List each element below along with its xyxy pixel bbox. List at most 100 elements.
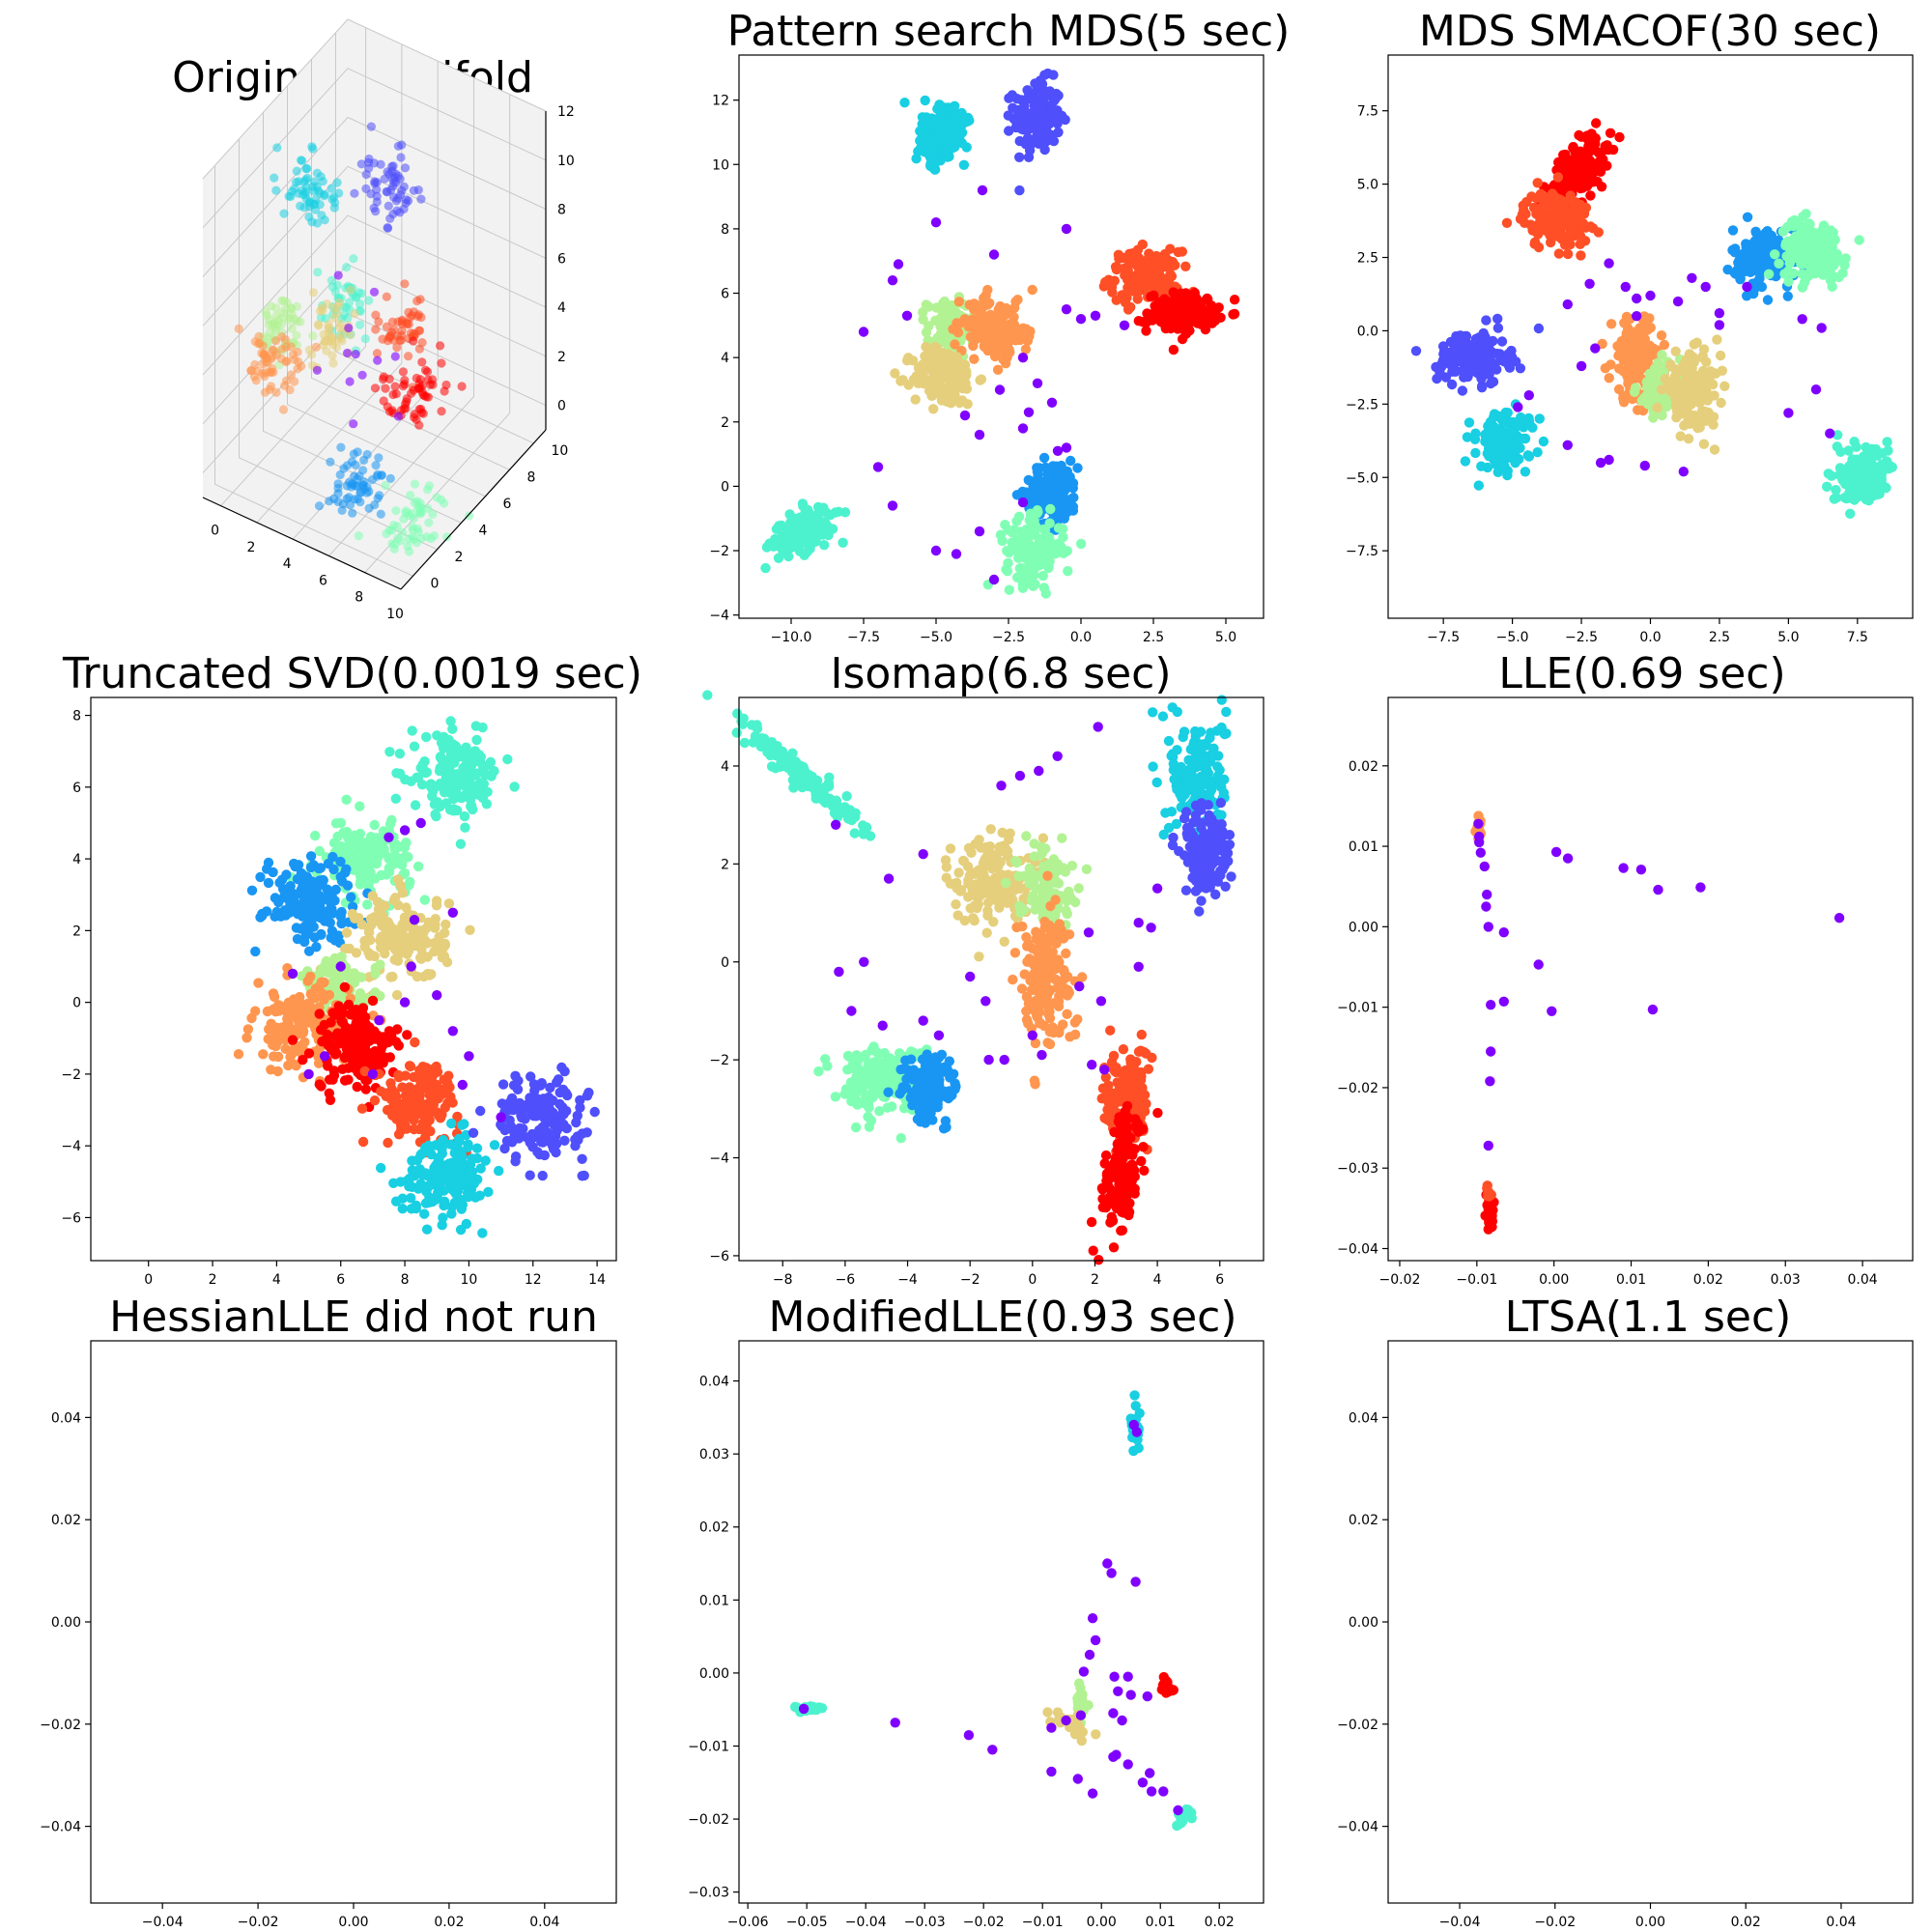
- y-tick-label: 4: [721, 351, 729, 366]
- data-point: [355, 288, 364, 298]
- data-point: [950, 339, 960, 350]
- data-point: [355, 471, 364, 481]
- data-point: [1007, 90, 1018, 100]
- data-point: [414, 326, 425, 335]
- data-point: [913, 377, 924, 387]
- data-point: [961, 142, 972, 153]
- data-point: [403, 541, 412, 552]
- data-point: [296, 1040, 307, 1051]
- data-point: [410, 1037, 420, 1048]
- data-point: [370, 962, 381, 974]
- data-point: [1605, 128, 1616, 138]
- data-point: [1854, 235, 1864, 245]
- data-point: [390, 352, 400, 361]
- data-point: [1007, 527, 1018, 538]
- data-point: [436, 341, 445, 351]
- data-point: [1562, 440, 1574, 450]
- data-point: [1630, 383, 1641, 393]
- data-point: [1849, 437, 1860, 447]
- data-point: [271, 336, 281, 346]
- data-point: [280, 910, 291, 921]
- data-point: [1152, 258, 1163, 269]
- data-point: [1709, 444, 1720, 455]
- data-point: [1774, 258, 1784, 269]
- data-point: [332, 178, 342, 187]
- data-point: [929, 341, 941, 353]
- data-point: [1552, 172, 1564, 183]
- data-point: [346, 840, 356, 851]
- data-point: [1034, 138, 1044, 149]
- data-point: [1762, 295, 1774, 305]
- data-point: [316, 1024, 327, 1036]
- data-point: [431, 1061, 441, 1072]
- data-point: [1492, 323, 1504, 333]
- data-point: [396, 153, 406, 162]
- data-point: [440, 1102, 450, 1113]
- data-point: [1040, 588, 1052, 599]
- data-point: [1564, 172, 1575, 183]
- data-point: [1511, 455, 1521, 466]
- subplot-pattern-search-mds: Pattern search MDS(5 sec) −10.0 −7.5 −5.0−…: [709, 7, 1290, 645]
- data-point: [360, 1084, 371, 1094]
- subplot-title: Pattern search MDS(5 sec): [727, 7, 1291, 56]
- data-point: [366, 854, 377, 865]
- data-point: [1523, 451, 1535, 462]
- x-tick-label: 2.5: [1143, 630, 1164, 645]
- data-point: [1016, 124, 1027, 134]
- data-point: [1782, 291, 1794, 301]
- data-point: [969, 354, 980, 364]
- data-point: [295, 1027, 305, 1038]
- data-point: [1033, 548, 1044, 558]
- data-point: [1779, 269, 1790, 279]
- data-point: [1457, 347, 1468, 358]
- data-point: [413, 310, 423, 320]
- data-point: [1063, 566, 1073, 577]
- data-point: [410, 412, 419, 422]
- data-point: [303, 998, 314, 1009]
- data-point: [1142, 308, 1152, 319]
- data-point: [253, 978, 264, 988]
- data-point: [923, 147, 934, 157]
- data-point: [1056, 110, 1067, 122]
- data-point: [1533, 219, 1544, 230]
- z-tick-label: 4: [557, 300, 566, 316]
- data-point: [326, 457, 335, 467]
- data-point: [336, 442, 346, 452]
- grid-line: [263, 112, 462, 524]
- data-point: [1831, 493, 1842, 503]
- data-point: [1570, 211, 1581, 221]
- data-point: [1410, 346, 1422, 356]
- data-point: [1691, 337, 1702, 348]
- data-point: [1861, 441, 1871, 453]
- data-point: [922, 131, 932, 142]
- data-point: [792, 542, 804, 554]
- data-point: [976, 374, 987, 384]
- data-point: [415, 498, 425, 508]
- data-point: [367, 995, 379, 1007]
- data-point: [944, 132, 954, 143]
- data-point: [1174, 323, 1184, 333]
- data-point: [421, 1063, 432, 1073]
- data-point: [345, 1009, 355, 1020]
- data-point: [1639, 355, 1650, 365]
- data-point: [370, 500, 380, 510]
- x-tick-label: 0: [211, 524, 219, 539]
- data-point: [1039, 144, 1050, 156]
- data-point: [1533, 323, 1545, 334]
- data-point: [308, 331, 318, 341]
- data-point: [356, 1103, 368, 1114]
- data-point: [393, 141, 403, 151]
- data-point: [439, 764, 449, 775]
- x-tick-label: 7.5: [1847, 630, 1868, 645]
- data-point: [260, 387, 270, 397]
- data-point: [1586, 128, 1597, 139]
- data-point: [1813, 244, 1824, 256]
- data-point: [1671, 402, 1682, 413]
- data-point: [400, 851, 411, 862]
- data-point: [417, 387, 427, 397]
- data-point: [1496, 336, 1508, 347]
- data-point: [308, 288, 319, 298]
- data-point: [918, 307, 928, 318]
- data-point: [1165, 243, 1176, 254]
- x-tick-label: 4: [283, 556, 292, 572]
